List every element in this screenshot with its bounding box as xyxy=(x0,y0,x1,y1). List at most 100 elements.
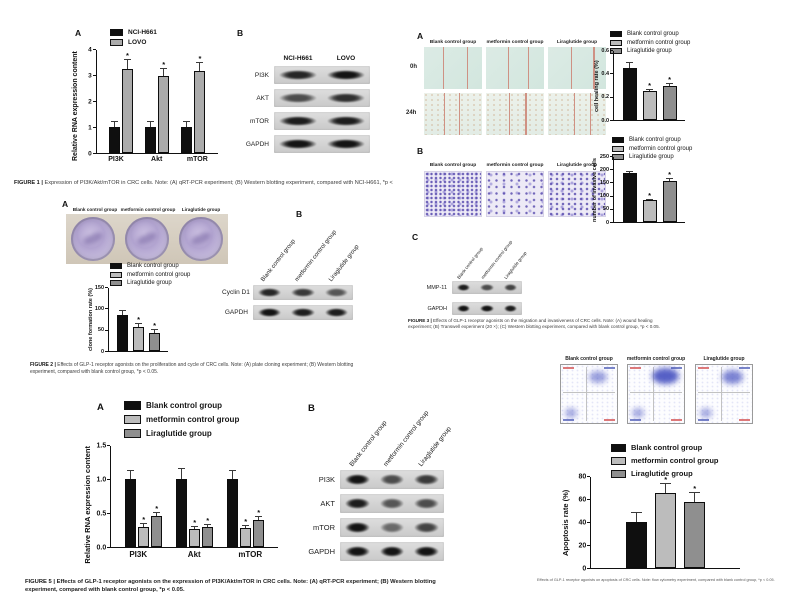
error-bar xyxy=(135,322,143,327)
bar-rect xyxy=(662,180,677,222)
bar-rect xyxy=(117,314,129,351)
legend-label: metformin control group xyxy=(629,145,693,152)
blot-strip xyxy=(274,89,370,107)
blot-row-pi3k: PI3K xyxy=(242,66,370,84)
petri-dish-liraglutide xyxy=(179,217,223,261)
fig5a-chart-legend: Blank control group metformin control gro… xyxy=(124,401,239,438)
fig2a-dish-label-blank: Blank control group xyxy=(72,207,118,212)
legend-label: metformin control group xyxy=(627,39,691,46)
fig3a-healing-chart: cell healing rate (%) 0.0 0.2 0.4 0.6 * * xyxy=(594,47,686,123)
bar-group: * * xyxy=(622,157,677,222)
fig3a-chart-legend: Blank control group metformin control gro… xyxy=(610,31,690,54)
y-tick-mark xyxy=(610,195,614,197)
legend-swatch xyxy=(110,280,122,286)
bar-rect xyxy=(662,86,677,120)
significance-asterisk: * xyxy=(668,74,671,84)
significance-asterisk: * xyxy=(198,54,202,64)
y-tick-mark xyxy=(610,120,614,121)
transwell-image-liraglutide xyxy=(548,171,606,217)
blot-row-label: GAPDH xyxy=(224,309,248,316)
y-tick-mark xyxy=(107,547,111,548)
protein-band xyxy=(480,283,494,292)
fig5-caption-text: Effects of GLP-1 receptor agonists on th… xyxy=(25,579,436,594)
legend-swatch xyxy=(612,137,624,143)
y-tick-label: 2 xyxy=(88,97,92,105)
bar-rect xyxy=(642,200,657,222)
protein-band xyxy=(327,138,365,150)
bar-group: * * xyxy=(622,51,677,120)
y-tick-mark xyxy=(105,329,109,331)
y-axis: 0 20 40 60 80 xyxy=(570,474,591,573)
fig3a-column-metformin: metformin control group xyxy=(486,40,544,45)
bar-group: * * xyxy=(125,446,163,547)
protein-band xyxy=(414,545,440,557)
error-bar xyxy=(110,120,118,127)
y-tick-label: 100 xyxy=(599,192,610,199)
flow-title-liraglutide: Liraglutide group xyxy=(703,356,745,362)
apoptosis-chart-legend: Blank control group metformin control gro… xyxy=(611,443,719,478)
fig2-panel-a-label: A xyxy=(62,199,69,209)
bar-rect xyxy=(626,522,648,568)
chart-body: 0 20 40 60 80 * * xyxy=(570,474,741,573)
fig5-panel-b-label: B xyxy=(308,403,315,414)
significance-asterisk: * xyxy=(244,517,248,527)
y-tick-label: 0.4 xyxy=(601,70,610,77)
y-tick-label: 0.6 xyxy=(601,47,610,54)
fig3a-row-24h-label: 24h xyxy=(406,110,417,116)
protein-band xyxy=(327,92,365,104)
fig2b-western-blot: Cyclin D1 GAPDH xyxy=(222,285,353,325)
fig2-caption-number: FIGURE 2 | xyxy=(30,362,56,368)
bar-group: * * xyxy=(117,288,161,351)
legend-label: Blank control group xyxy=(629,137,681,143)
lane-label-liraglutide: Liraglutide group xyxy=(503,250,528,280)
error-bar xyxy=(160,68,168,77)
legend-label: metformin control group xyxy=(146,415,240,424)
bar-group: * * xyxy=(176,446,214,547)
fig3b-column-metformin: metformin control group xyxy=(486,163,544,168)
legend-row: NCI-H661 xyxy=(110,29,157,36)
petri-dish-blank xyxy=(71,217,115,261)
error-bar xyxy=(242,525,250,528)
blot-row-gapdh: GAPDH xyxy=(242,135,370,153)
significance-asterisk: * xyxy=(668,170,671,180)
protein-band xyxy=(291,288,315,297)
fig3b-column-liraglutide: Liraglutide group xyxy=(556,163,598,168)
bar-rect xyxy=(176,479,188,547)
y-tick-label: 0 xyxy=(605,219,610,226)
wound-image-0h-blank xyxy=(424,47,482,89)
chart-body: 0 50 100 150 200 250 * * xyxy=(598,153,686,226)
protein-band xyxy=(327,69,365,81)
bar-blank-control-group xyxy=(622,157,637,222)
bar-metformin-control-group: * xyxy=(642,157,657,222)
significance-asterisk: * xyxy=(155,503,159,513)
y-tick-label: 0 xyxy=(88,149,92,157)
fig1-caption-number: FIGURE 1 | xyxy=(14,180,43,186)
bar-liraglutide-group: * xyxy=(662,157,677,222)
legend-swatch xyxy=(611,443,626,452)
fig1-chart-legend: NCI-H661 LOVO xyxy=(110,29,157,46)
bar-rect xyxy=(202,526,214,547)
bar-rect xyxy=(189,528,201,547)
legend-swatch xyxy=(110,39,123,46)
error-bar xyxy=(183,121,191,127)
plot-area: * * * xyxy=(95,50,218,154)
blot-row-label: PI3K xyxy=(254,71,269,79)
chart-axis-row: 0 50 100 150 200 250 * * xyxy=(598,153,686,226)
bar-blank-control-group xyxy=(125,446,137,547)
y-tick-mark xyxy=(587,499,591,500)
protein-band xyxy=(503,283,517,292)
y-tick-label: 250 xyxy=(599,153,610,160)
x-category-label: PI3K xyxy=(129,550,148,559)
legend-row: metformin control group xyxy=(611,456,719,465)
blot-row-gapdh: GAPDH xyxy=(222,305,353,320)
wound-image-24h-liraglutide xyxy=(548,93,606,135)
y-axis-label: Relative RNA expression content xyxy=(72,51,79,162)
bar-rect xyxy=(622,67,637,120)
x-category-label: mTOR xyxy=(186,156,208,163)
y-axis: 0 50 100 150 200 250 xyxy=(598,153,614,226)
x-category-labels: PI3K Akt mTOR xyxy=(110,550,278,559)
bar-liraglutide-group: * xyxy=(149,288,161,351)
y-tick-mark xyxy=(107,513,111,514)
blot-row-gapdh: GAPDH xyxy=(300,542,444,561)
y-tick-mark xyxy=(610,156,614,157)
